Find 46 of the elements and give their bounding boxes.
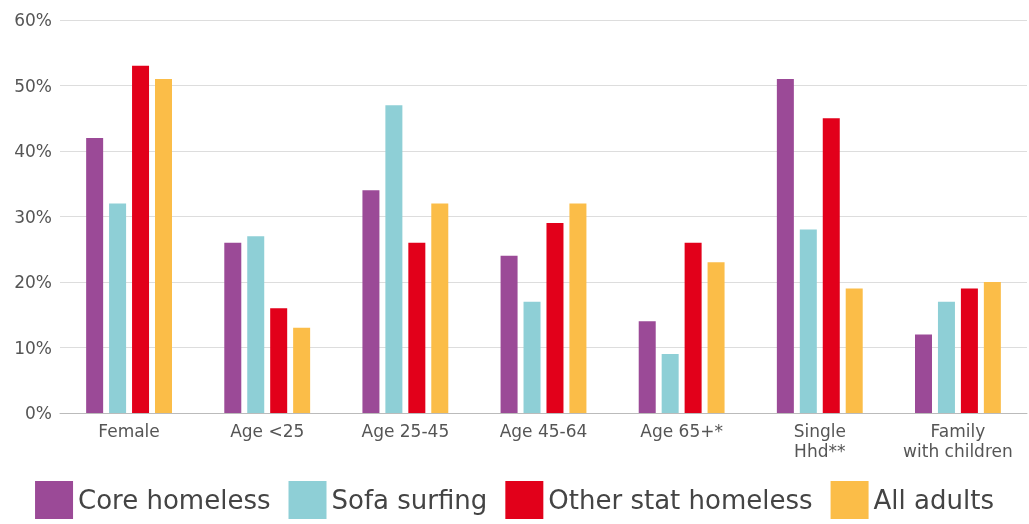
legend-label: Other stat homeless bbox=[548, 485, 813, 515]
bar bbox=[684, 242, 702, 413]
bar bbox=[132, 65, 150, 413]
x-tick-label: Age 25-45 bbox=[361, 421, 450, 441]
bar bbox=[385, 105, 403, 413]
bar bbox=[500, 255, 518, 413]
bar bbox=[915, 334, 932, 413]
y-tick-label: 40% bbox=[14, 141, 52, 161]
legend-label: Sofa surfing bbox=[331, 485, 488, 515]
bar bbox=[408, 242, 426, 413]
bar bbox=[86, 137, 104, 413]
y-tick-label: 20% bbox=[14, 272, 52, 292]
x-tick-label: Female bbox=[98, 421, 160, 441]
bar bbox=[523, 301, 541, 413]
x-tick-label: Age <25 bbox=[230, 421, 305, 441]
bar bbox=[661, 354, 679, 413]
legend-label: Core homeless bbox=[78, 485, 271, 515]
bar bbox=[155, 78, 172, 413]
x-tick-label: Single Hhd** bbox=[793, 421, 846, 461]
bar bbox=[822, 118, 840, 413]
x-tick-label: Age 45-64 bbox=[499, 421, 588, 441]
bar bbox=[247, 236, 265, 413]
bar bbox=[224, 242, 242, 413]
bar bbox=[362, 190, 380, 413]
bar bbox=[707, 262, 725, 413]
y-tick-label: 60% bbox=[14, 10, 52, 30]
bar bbox=[431, 203, 449, 413]
bar bbox=[937, 301, 955, 413]
bar bbox=[776, 78, 794, 413]
legend-label: All adults bbox=[873, 485, 994, 515]
y-tick-label: 10% bbox=[14, 337, 52, 358]
x-tick-label: Family with children bbox=[903, 421, 1013, 461]
bar bbox=[983, 282, 1001, 413]
bar bbox=[546, 223, 564, 413]
bar bbox=[799, 229, 817, 413]
x-tick-label: Age 65+* bbox=[640, 421, 723, 441]
bar bbox=[270, 308, 288, 413]
bar bbox=[845, 288, 863, 413]
bar bbox=[293, 327, 311, 413]
y-tick-label: 0% bbox=[25, 403, 52, 423]
bar bbox=[569, 203, 587, 413]
bar bbox=[960, 288, 978, 413]
bar bbox=[638, 321, 656, 413]
bar bbox=[109, 203, 127, 413]
y-tick-label: 50% bbox=[14, 75, 52, 96]
y-tick-label: 30% bbox=[14, 206, 52, 227]
